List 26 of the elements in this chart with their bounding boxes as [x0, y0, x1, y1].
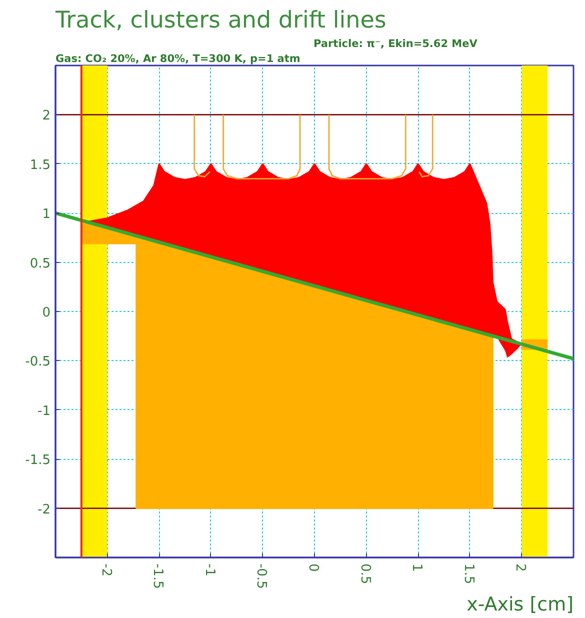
y-tick-label: -0.5: [25, 354, 51, 370]
x-axis-title: x-Axis [cm]: [466, 594, 574, 616]
x-tick-label: 1.5: [460, 564, 476, 584]
x-tick-label: -1.5: [150, 564, 166, 589]
y-tick-label: -1: [38, 404, 51, 419]
text: Gas: CO₂ 20%, Ar 80%, T=300 K, p=1 atm: [56, 53, 300, 65]
text: Particle: π⁻, Ekin=5.62 MeV: [314, 38, 478, 50]
x-tick-label: 1: [409, 564, 424, 572]
x-tick-label: 0.5: [357, 564, 372, 584]
y-tick-label: -2: [38, 502, 51, 518]
x-tick-label: -0.5: [254, 564, 269, 589]
x-tick-label: 2: [512, 564, 528, 572]
x-tick-label: 0: [306, 564, 320, 572]
line-series: [194, 114, 211, 178]
y-tick-label: -1.5: [25, 453, 51, 468]
x-tick-label: -1: [202, 564, 217, 576]
y-tick-label: 1: [42, 207, 51, 222]
y-tick-label: 2: [42, 108, 51, 124]
y-tick-label: 0.5: [30, 256, 51, 272]
line-series: [222, 114, 301, 180]
x-tick-label: -2: [98, 564, 114, 576]
y-tick-label: 0: [42, 306, 51, 320]
line-series: [418, 114, 434, 178]
line-series: [328, 114, 406, 180]
y-tick-label: 1.5: [30, 158, 51, 173]
chart-title: Track, clusters and drift lines: [54, 8, 386, 34]
